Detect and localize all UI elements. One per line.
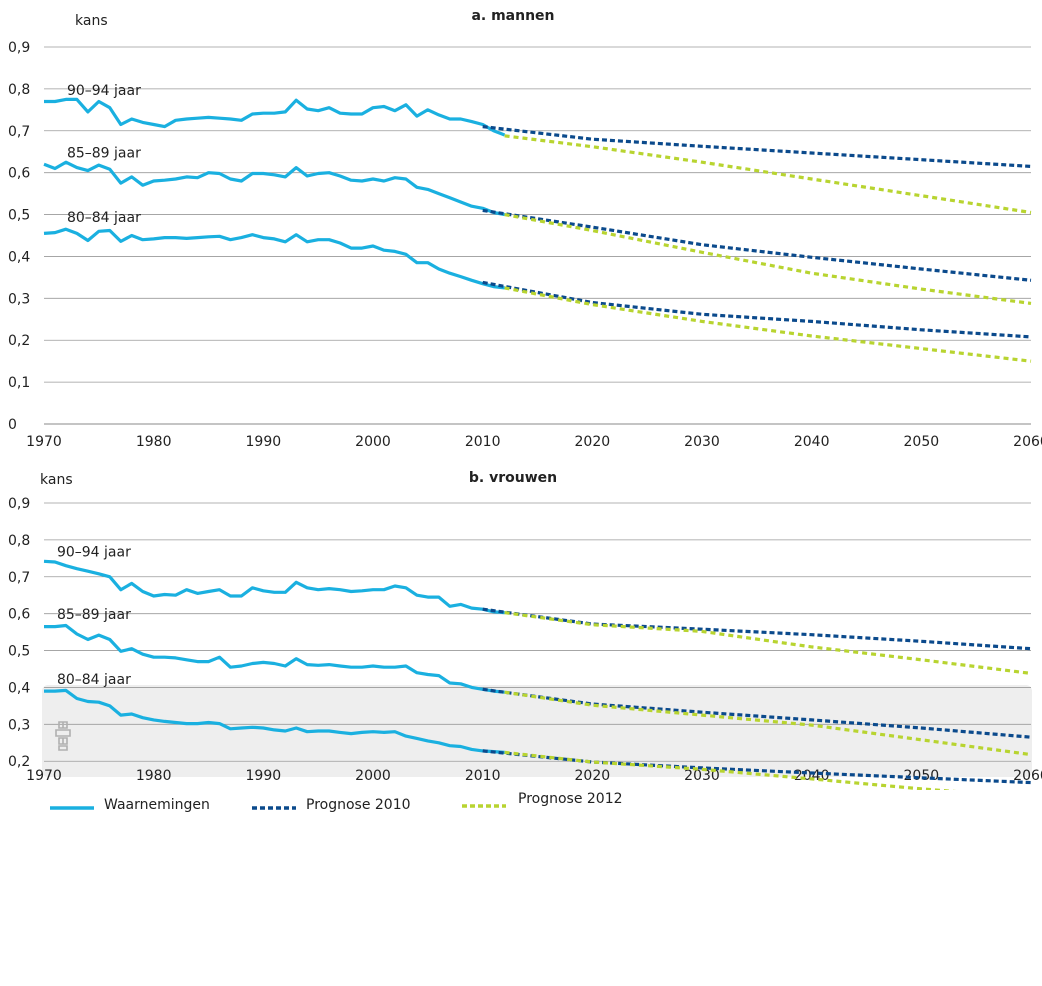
- panel-title: b. vrouwen: [469, 470, 557, 486]
- series-annotation: 90–94 jaar: [57, 544, 131, 560]
- series-line-waarnemingen-8589: [43, 160, 505, 217]
- cbs-logo-icon: [55, 721, 71, 751]
- chart-svg: 0 0,1 0,2 0,3 0,4 0,5 0,6 0,7 0,8 0,9 1970 1980 1990…: [8, 8, 1042, 844]
- x-tick-label: 2000: [355, 434, 391, 450]
- series-line-prognose2010-9094: [482, 607, 1032, 651]
- y-tick-label: 0,9: [8, 40, 30, 56]
- series-annotation: 90–94 jaar: [67, 83, 141, 99]
- panel-mannen: 0 0,1 0,2 0,3 0,4 0,5 0,6 0,7 0,8 0,9 1970 1980 1990…: [8, 8, 1042, 450]
- y-tick-label: 0,7: [8, 124, 30, 140]
- y-tick-label: 0,2: [8, 333, 30, 349]
- series-line-prognose2012-9094: [504, 134, 1032, 215]
- x-tick-label: 2050: [904, 768, 940, 784]
- series-line-prognose2010-8084: [482, 749, 1032, 785]
- series-line-prognose2012-8589: [504, 690, 1032, 757]
- x-tick-label: 1970: [26, 434, 62, 450]
- x-tick-label: 2040: [794, 434, 830, 450]
- y-tick-label: 0,5: [8, 208, 30, 224]
- series-line-prognose2010-8589: [482, 208, 1032, 282]
- x-tick-label: 2010: [465, 768, 501, 784]
- x-tick-label: 2030: [684, 434, 720, 450]
- x-tick-label: 2050: [904, 434, 940, 450]
- x-tick-label: 2020: [575, 434, 611, 450]
- series-line-prognose2010-8589: [482, 687, 1032, 739]
- legend: Waarnemingen Prognose 2010 Prognose 2012: [0, 791, 1042, 835]
- series-line-prognose2010-9094: [482, 125, 1032, 168]
- x-tick-label: 2000: [355, 768, 391, 784]
- y-axis-label: kans: [75, 13, 108, 29]
- series-line-prognose2010-8084: [482, 280, 1032, 339]
- x-tick-label: 2040: [794, 768, 830, 784]
- legend-item-prognose-2012: Prognose 2012: [460, 789, 623, 809]
- series-line-waarnemingen-8589: [44, 623, 505, 694]
- y-tick-label: 0,6: [8, 166, 30, 182]
- series-line-waarnemingen-8084: [43, 227, 505, 290]
- y-tick-label: 0,6: [8, 607, 30, 623]
- x-tick-label: 2030: [684, 768, 720, 784]
- series-annotation: 85–89 jaar: [57, 607, 131, 623]
- x-tick-label: 2060: [1013, 768, 1042, 784]
- legend-swatch-solid: [50, 806, 94, 810]
- series-annotation: 80–84 jaar: [67, 210, 141, 226]
- series-line-prognose2012-9094: [504, 611, 1032, 675]
- y-tick-label: 0,3: [8, 291, 30, 307]
- x-tick-label: 1980: [136, 434, 172, 450]
- y-tick-label: 0,8: [8, 533, 30, 549]
- x-tick-label: 1990: [246, 434, 282, 450]
- x-tick-label: 2010: [465, 434, 501, 450]
- y-tick-label: 0,3: [8, 717, 30, 733]
- series-line-prognose2012-8084: [504, 286, 1032, 363]
- panel-title: a. mannen: [471, 8, 554, 24]
- y-tick-label: 0,7: [8, 570, 30, 586]
- legend-item-waarnemingen: Waarnemingen: [48, 797, 210, 813]
- x-tick-label: 1990: [246, 768, 282, 784]
- series-annotation: 80–84 jaar: [57, 672, 131, 688]
- series-line-waarnemingen-8084: [44, 688, 505, 754]
- legend-label: Prognose 2010: [306, 797, 411, 813]
- series-annotation: 85–89 jaar: [67, 146, 141, 162]
- y-tick-label: 0,4: [8, 249, 30, 265]
- series-line-prognose2012-8589: [504, 213, 1032, 305]
- series-line-waarnemingen-9094: [43, 559, 505, 615]
- legend-swatch-dash-dark: [252, 806, 296, 810]
- y-tick-label: 0,8: [8, 82, 30, 98]
- y-tick-label: 0,4: [8, 680, 30, 696]
- y-tick-label: 0,5: [8, 644, 30, 660]
- y-tick-label: 0,9: [8, 496, 30, 512]
- x-tick-label: 1970: [26, 768, 62, 784]
- footer-panel: [42, 685, 1032, 777]
- legend-swatch-dash-light: [462, 804, 506, 808]
- x-tick-label: 2020: [575, 768, 611, 784]
- legend-label: Prognose 2012: [518, 791, 623, 807]
- y-tick-label: 0,1: [8, 375, 30, 391]
- y-tick-label: 0: [8, 417, 17, 433]
- y-tick-label: 0,2: [8, 754, 30, 770]
- series-line-waarnemingen-9094: [44, 97, 506, 137]
- x-tick-label: 1980: [136, 768, 172, 784]
- y-axis-label: kans: [40, 472, 73, 488]
- x-tick-label: 2060: [1013, 434, 1042, 450]
- legend-label: Waarnemingen: [104, 797, 210, 813]
- legend-item-prognose-2010: Prognose 2010: [250, 797, 411, 813]
